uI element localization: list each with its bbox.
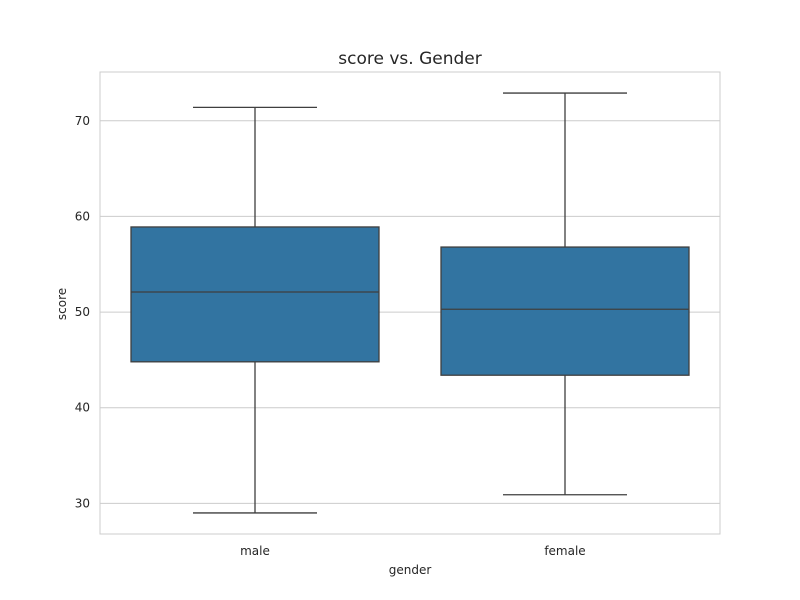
box-male — [130, 226, 380, 363]
y-tick-label: 50 — [75, 305, 90, 319]
y-tick-label: 40 — [75, 401, 90, 415]
x-tick-label: female — [544, 544, 585, 558]
y-tick-label: 60 — [75, 209, 90, 223]
chart-title: score vs. Gender — [338, 49, 481, 69]
y-tick-label: 30 — [75, 496, 90, 510]
x-axis-label: gender — [389, 563, 432, 577]
plot-frame — [99, 71, 721, 535]
box-female — [440, 246, 690, 376]
y-axis-label: score — [55, 288, 69, 320]
x-tick-label: male — [240, 544, 270, 558]
y-tick-label: 70 — [75, 114, 90, 128]
plot-area: 30 40 50 60 70 male female — [75, 71, 721, 558]
